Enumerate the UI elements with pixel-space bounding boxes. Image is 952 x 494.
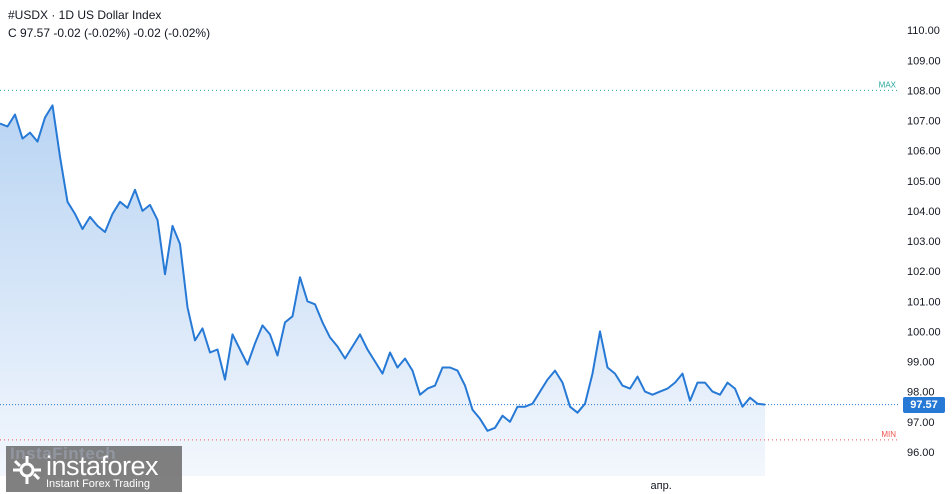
y-tick-label: 98.00 <box>907 387 935 399</box>
y-tick-label: 99.00 <box>907 357 935 369</box>
y-tick-label: 104.00 <box>907 206 941 218</box>
y-tick-label: 101.00 <box>907 296 941 308</box>
brand-slogan: Instant Forex Trading <box>46 478 150 490</box>
y-tick-label: 100.00 <box>907 326 941 338</box>
y-tick-label: 110.00 <box>907 25 940 37</box>
y-tick-label: 96.00 <box>907 447 935 459</box>
price-line <box>0 104 766 432</box>
brand-name: instaforex <box>46 451 159 481</box>
y-tick-label: 106.00 <box>907 146 941 158</box>
legend-symbol-line: #USDX · 1D US Dollar Index <box>8 8 162 22</box>
y-tick-label: 107.00 <box>907 116 941 128</box>
max-label: MAX <box>879 80 897 89</box>
x-tick-label: апр. <box>651 480 672 492</box>
price-area-fill <box>0 105 765 477</box>
y-tick-label: 108.00 <box>907 85 941 97</box>
watermark-behind-text: InstaFintech <box>10 444 117 463</box>
watermark: InstaFintech instaforex Instant Forex Tr… <box>6 444 182 492</box>
y-tick-label: 105.00 <box>907 176 941 188</box>
y-tick-label: 97.00 <box>907 417 935 429</box>
y-tick-label: 102.00 <box>907 266 941 278</box>
y-tick-label: 109.00 <box>907 55 941 67</box>
brand-logo-icon <box>13 456 41 484</box>
min-label: MIN <box>881 430 896 439</box>
y-tick-label: 103.00 <box>907 236 941 248</box>
last-price-tag: 97.57 <box>903 396 945 413</box>
legend-ohlc-line: C 97.57 -0.02 (-0.02%) -0.02 (-0.02%) <box>8 26 211 40</box>
chart-legend: #USDX · 1D US Dollar Index C 97.57 -0.02… <box>8 6 210 42</box>
